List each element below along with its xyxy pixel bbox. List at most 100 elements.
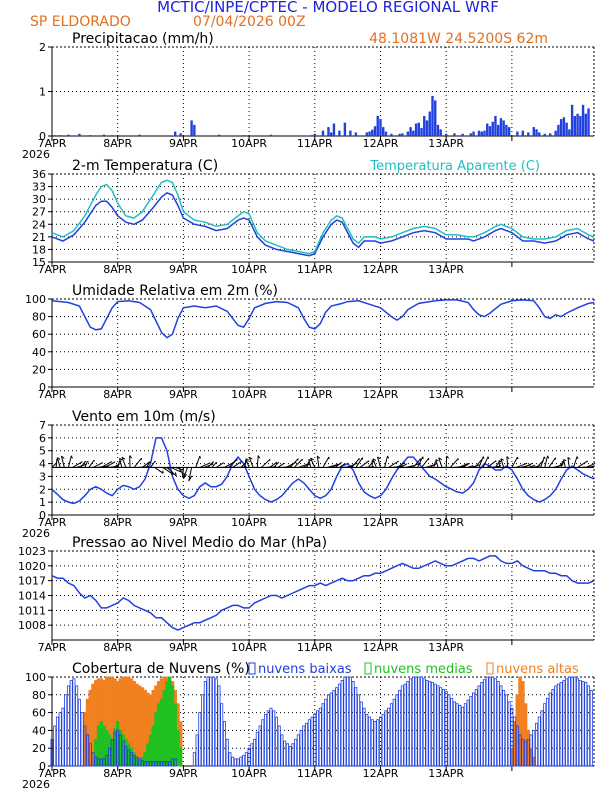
- low-cloud-bar: [376, 719, 380, 767]
- low-cloud-bar: [220, 703, 224, 767]
- y-tick-label: 1017: [18, 575, 46, 588]
- low-cloud-bar: [444, 690, 448, 767]
- precip-bar: [310, 135, 314, 136]
- wind-barb: [178, 467, 183, 474]
- low-cloud-bar: [154, 761, 158, 767]
- wind-barb-head: [563, 459, 567, 462]
- low-cloud-bar: [417, 676, 421, 767]
- precip-bar: [436, 124, 440, 136]
- low-cloud-bar: [535, 722, 539, 767]
- precip-bar: [349, 130, 352, 136]
- low-cloud-bar: [107, 747, 111, 767]
- low-cloud-bar: [392, 698, 396, 767]
- x-tick-label: 8APR: [103, 388, 132, 401]
- x-tick-label: 12APR: [363, 263, 399, 276]
- precip-bar: [330, 132, 333, 136]
- low-cloud-bar: [499, 685, 503, 767]
- medium-cloud-bar: [162, 689, 166, 767]
- precip-bar: [368, 131, 371, 136]
- wind-barb: [181, 467, 184, 478]
- cloud-legend: nuvens baixas nuvens medias nuvens altas: [248, 662, 579, 677]
- low-cloud-bar: [493, 678, 497, 767]
- y-tick-label: 4: [39, 458, 46, 471]
- low-cloud-bar: [83, 725, 87, 767]
- low-cloud-bar: [198, 712, 202, 767]
- precip-bar: [576, 113, 579, 136]
- wind-barb-head: [110, 461, 112, 463]
- wind-barb: [339, 463, 346, 468]
- x-tick-label: 11APR: [297, 137, 333, 150]
- wind-barb: [429, 462, 438, 468]
- x-tick-label: 7APR: [38, 137, 67, 150]
- low-cloud-bar: [368, 716, 372, 767]
- x-tick-label: 13APR: [428, 388, 464, 401]
- low-cloud-bar: [58, 712, 62, 767]
- low-cloud-bar: [378, 716, 382, 767]
- wind-barb: [84, 461, 88, 468]
- wind-barb: [133, 457, 142, 468]
- wind-barb-head: [149, 461, 152, 463]
- low-cloud-bar: [414, 676, 418, 767]
- low-cloud-bar: [326, 694, 330, 767]
- low-cloud-bar: [203, 681, 207, 767]
- header: MCTIC/INPE/CPTEC - MODELO REGIONAL WRF S…: [30, 0, 499, 30]
- wind-barb: [585, 462, 596, 468]
- precip-bar: [516, 131, 519, 136]
- wind-barb: [55, 459, 58, 468]
- x-tick-label: 8APR: [103, 516, 132, 529]
- x-tick-label: 13APR: [428, 137, 464, 150]
- low-cloud-bar: [159, 761, 163, 767]
- medium-cloud-bar: [168, 676, 172, 767]
- y-tick-label: 15: [32, 256, 46, 269]
- wind-barb: [421, 457, 430, 468]
- low-cloud-bar: [318, 707, 322, 767]
- medium-cloud-bar: [170, 685, 175, 767]
- wind-barb: [409, 463, 419, 468]
- low-cloud-bar: [316, 710, 320, 767]
- x-tick-label: 10APR: [231, 641, 267, 654]
- wind-barb-head: [372, 458, 377, 461]
- precip-bar: [502, 120, 505, 136]
- y-tick-label: 33: [32, 181, 46, 194]
- low-cloud-bar: [50, 738, 54, 767]
- station-name: SP ELDORADO: [30, 14, 131, 30]
- wind-barb: [277, 462, 285, 468]
- precip-bar: [521, 130, 525, 136]
- x-tick-label: 9APR: [169, 137, 198, 150]
- low-cloud-bar: [359, 701, 363, 767]
- low-cloud-bar: [483, 679, 487, 767]
- y-tick-label: 1020: [18, 560, 46, 573]
- panel-title: Pressao ao Nivel Medio do Mar (hPa): [72, 535, 327, 551]
- precip-bar: [327, 127, 330, 136]
- low-cloud-bar: [425, 680, 429, 767]
- low-cloud-bar: [458, 705, 462, 767]
- wind-barb-head: [81, 461, 83, 463]
- low-cloud-bar: [346, 676, 350, 767]
- precip-bar: [461, 133, 464, 136]
- wind-barb-head: [372, 461, 374, 463]
- wind-barb-head: [182, 473, 186, 478]
- low-cloud-bar: [299, 730, 303, 767]
- wind-barb: [567, 457, 570, 468]
- low-cloud-bar: [264, 713, 268, 767]
- low-cloud-bar: [455, 703, 459, 767]
- low-cloud-bar: [228, 752, 232, 767]
- wind-barb: [449, 458, 459, 468]
- wind-barb: [232, 460, 243, 468]
- low-cloud-bar: [430, 681, 434, 767]
- low-cloud-bar: [433, 683, 437, 767]
- y-tick-label: 24: [32, 218, 46, 231]
- precip-bar: [532, 127, 535, 136]
- x-tick-label: 10APR: [231, 516, 267, 529]
- low-cloud-bar: [274, 716, 278, 767]
- low-cloud-bar: [428, 681, 432, 767]
- precip-bar: [412, 130, 415, 136]
- wind-barb: [540, 456, 545, 468]
- low-cloud-bar: [518, 734, 522, 767]
- low-cloud-bar: [420, 676, 424, 767]
- low-cloud-bar: [543, 703, 547, 767]
- year-label: 2026: [22, 148, 50, 161]
- precip-bar: [425, 120, 429, 136]
